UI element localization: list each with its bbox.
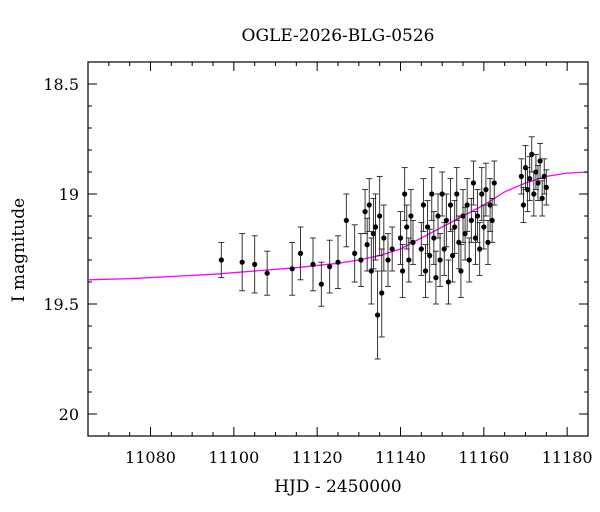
data-point xyxy=(479,191,485,197)
data-point xyxy=(327,264,333,270)
x-tick-label: 11120 xyxy=(292,448,343,467)
data-point xyxy=(529,151,535,157)
data-point xyxy=(437,257,443,263)
data-point xyxy=(433,275,439,281)
data-point xyxy=(460,213,466,219)
data-point xyxy=(468,217,474,223)
data-point xyxy=(362,209,368,215)
data-point xyxy=(445,279,452,285)
x-tick-label: 11100 xyxy=(208,448,259,467)
data-point xyxy=(406,257,412,263)
data-point xyxy=(535,180,541,186)
data-point xyxy=(427,253,433,259)
data-point xyxy=(524,187,531,193)
x-tick-label: 11160 xyxy=(458,448,509,467)
chart-title: OGLE-2026-BLG-0526 xyxy=(242,26,435,46)
x-tick-label: 11140 xyxy=(375,448,426,467)
data-point xyxy=(518,173,524,179)
data-point xyxy=(447,202,454,208)
data-point xyxy=(408,213,414,219)
data-point xyxy=(335,259,341,265)
y-tick-label: 19.5 xyxy=(43,295,79,314)
data-point xyxy=(239,259,245,265)
data-point xyxy=(464,202,470,208)
data-point xyxy=(377,213,383,219)
data-point xyxy=(429,191,435,197)
data-point xyxy=(439,191,445,197)
data-point xyxy=(418,246,424,252)
y-tick-label: 20 xyxy=(59,405,79,424)
x-axis-label: HJD - 2450000 xyxy=(274,477,402,497)
data-point xyxy=(364,242,370,248)
data-point xyxy=(491,180,497,186)
data-point xyxy=(470,180,477,186)
data-point xyxy=(374,312,381,318)
data-point xyxy=(472,235,479,241)
x-tick-label: 11180 xyxy=(542,448,593,467)
y-tick-label: 18.5 xyxy=(43,75,79,94)
data-point xyxy=(481,224,487,230)
data-point xyxy=(297,250,304,256)
data-point xyxy=(379,290,385,296)
data-point xyxy=(489,217,495,223)
data-point xyxy=(541,173,547,179)
data-point xyxy=(410,239,416,245)
data-point xyxy=(404,224,410,230)
data-point xyxy=(385,257,391,263)
data-point xyxy=(218,257,224,263)
data-point xyxy=(527,176,533,182)
data-point xyxy=(422,268,429,274)
data-point xyxy=(368,268,374,274)
data-point xyxy=(539,195,545,201)
data-point xyxy=(483,187,489,193)
data-point xyxy=(420,202,427,208)
data-point xyxy=(358,257,364,263)
data-point xyxy=(424,224,431,230)
data-point xyxy=(462,231,468,237)
data-point xyxy=(458,268,464,274)
data-point xyxy=(466,257,472,263)
data-point xyxy=(310,261,316,267)
data-point xyxy=(531,191,537,197)
x-axis: 11080 11100 11120 11140 11160 11180 xyxy=(108,62,593,467)
data-point xyxy=(431,235,437,241)
data-point xyxy=(370,231,377,237)
data-point xyxy=(443,217,449,223)
data-point xyxy=(456,239,462,245)
y-axis-label: I magnitude xyxy=(9,198,29,302)
data-point xyxy=(318,281,324,287)
data-point xyxy=(343,217,349,223)
data-point xyxy=(452,224,458,230)
data-point xyxy=(441,246,447,252)
data-point xyxy=(352,250,358,256)
data-point xyxy=(454,191,460,197)
data-point xyxy=(264,270,270,276)
data-point xyxy=(485,239,491,245)
y-axis: 18.5 19 19.5 20 xyxy=(43,61,588,437)
data-point xyxy=(474,213,481,219)
data-point xyxy=(533,169,539,175)
data-point xyxy=(487,202,493,208)
data-point xyxy=(435,213,441,219)
data-point xyxy=(397,235,404,241)
data-point xyxy=(520,202,527,208)
data-point xyxy=(366,202,372,208)
data-point xyxy=(381,235,387,241)
y-tick-label: 19 xyxy=(59,185,79,204)
data-point xyxy=(543,184,549,190)
data-point xyxy=(252,261,258,267)
data-point xyxy=(372,224,379,230)
data-point xyxy=(537,158,543,164)
plot-area xyxy=(87,61,589,437)
data-point xyxy=(449,253,456,259)
data-point xyxy=(289,266,295,272)
data-point xyxy=(402,191,408,197)
data-point xyxy=(399,268,406,274)
x-tick-label: 11080 xyxy=(125,448,176,467)
data-point xyxy=(477,246,483,252)
data-point xyxy=(389,246,395,252)
